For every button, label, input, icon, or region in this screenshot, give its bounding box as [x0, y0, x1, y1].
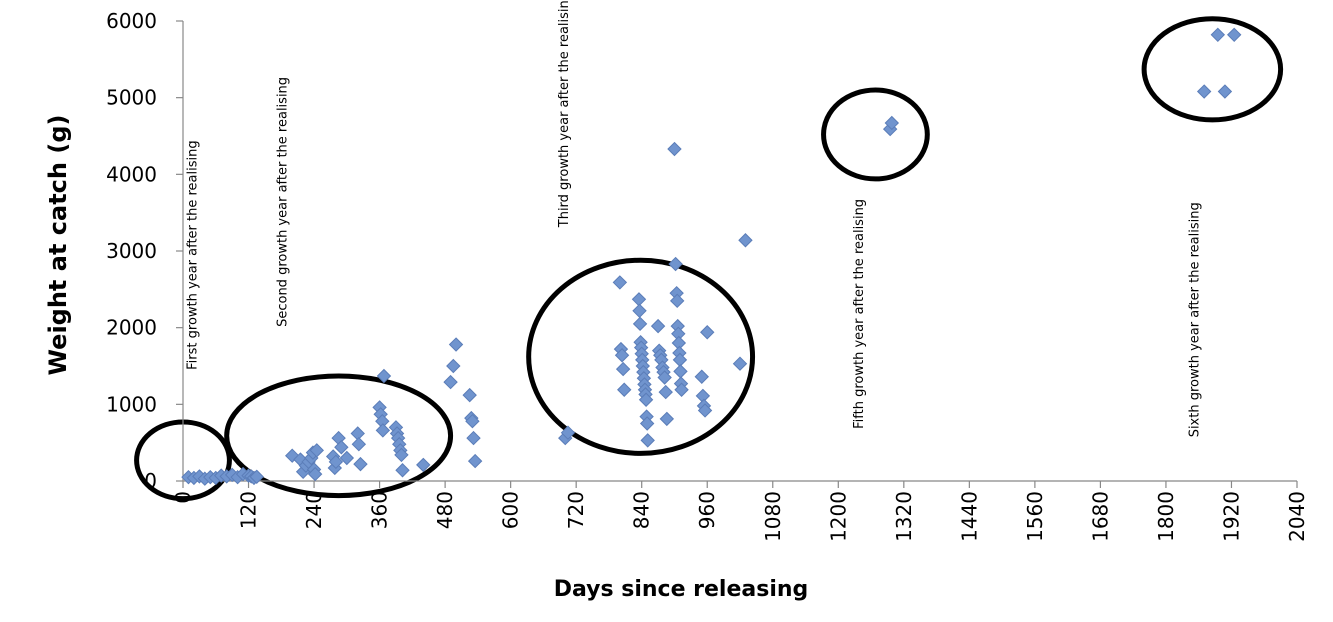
- x-tick-label: 1440: [957, 491, 981, 542]
- data-point: [697, 403, 713, 418]
- x-tick-label: 600: [499, 491, 523, 529]
- highlight-ellipse: [821, 87, 930, 182]
- highlight-ellipse: [224, 373, 454, 499]
- y-tick-label: 5000: [106, 86, 157, 110]
- data-point: [738, 233, 753, 248]
- x-tick-label: 960: [695, 491, 719, 529]
- data-point: [467, 453, 483, 469]
- annotations: First growth year after the realising Sec…: [186, 0, 1203, 437]
- data-point: [395, 463, 410, 478]
- data-points: [181, 27, 1242, 486]
- data-point: [1210, 27, 1226, 43]
- data-point: [560, 425, 576, 440]
- data-point: [614, 348, 630, 363]
- y-tick-label: 4000: [106, 162, 157, 186]
- data-point: [351, 436, 367, 452]
- data-point: [375, 423, 391, 438]
- x-ticks: 0 120 240 360 480 600 720 840 960 1080 1200 1320 144…: [171, 481, 1309, 542]
- y-tick-label: 1000: [106, 392, 157, 416]
- annotation-label: Second growth year after the realising: [276, 77, 291, 327]
- data-point: [309, 443, 324, 458]
- x-tick-label: 2040: [1285, 491, 1309, 542]
- data-point: [638, 392, 654, 407]
- ellipse-layer: [134, 16, 1284, 502]
- x-tick-label: 480: [433, 491, 457, 529]
- data-point: [650, 318, 666, 334]
- data-point: [659, 411, 675, 427]
- y-tick-label: 6000: [106, 9, 157, 33]
- x-tick-label: 120: [237, 491, 261, 529]
- data-point: [632, 316, 648, 332]
- annotation-label: Fifth growth year after the realising: [852, 199, 867, 429]
- data-point: [448, 337, 464, 352]
- data-point: [694, 369, 709, 384]
- data-point: [376, 368, 392, 384]
- data-point: [1226, 27, 1242, 43]
- data-point: [443, 374, 458, 390]
- data-point: [732, 356, 748, 371]
- annotation-label: Sixth growth year after the realising: [1188, 202, 1203, 437]
- data-point: [328, 454, 344, 470]
- y-tick-label: 2000: [106, 316, 157, 340]
- y-tick-label: 3000: [106, 239, 157, 263]
- data-point: [416, 457, 431, 473]
- data-point: [667, 141, 682, 157]
- data-point: [657, 370, 672, 385]
- data-point: [446, 358, 461, 374]
- data-point: [639, 416, 655, 431]
- y-ticks: 0 1000 2000 3000 4000 5000 6000: [106, 9, 183, 493]
- data-point: [1217, 84, 1233, 99]
- data-point: [394, 447, 409, 463]
- x-axis-title: Days since releasing: [554, 577, 809, 602]
- x-tick-label: 1680: [1088, 491, 1112, 542]
- data-point: [339, 450, 355, 466]
- data-point: [465, 413, 480, 429]
- data-point: [631, 292, 647, 307]
- data-point: [1196, 84, 1212, 99]
- data-point: [668, 256, 683, 272]
- annotation-label: First growth year after the realising: [186, 140, 201, 369]
- y-axis-title: Weight at catch (g): [44, 115, 72, 376]
- highlight-ellipse: [1141, 16, 1284, 123]
- data-point: [632, 303, 647, 319]
- x-tick-label: 1800: [1154, 491, 1178, 542]
- highlight-ellipse: [526, 257, 756, 456]
- axes: [182, 21, 1297, 482]
- data-point: [673, 364, 688, 379]
- data-point: [350, 426, 365, 441]
- x-tick-label: 1080: [761, 491, 785, 542]
- x-tick-label: 240: [302, 491, 326, 529]
- x-tick-label: 720: [564, 491, 588, 529]
- data-point: [462, 387, 477, 403]
- data-point: [658, 384, 673, 400]
- x-tick-label: 1320: [892, 491, 916, 542]
- data-point: [884, 115, 900, 131]
- data-point: [334, 440, 349, 455]
- x-tick-label: 1920: [1219, 491, 1243, 542]
- x-tick-label: 840: [630, 491, 654, 529]
- x-tick-label: 360: [368, 491, 392, 529]
- y-tick-label: 0: [144, 469, 157, 493]
- data-point: [353, 456, 368, 472]
- data-point: [612, 275, 628, 290]
- data-point: [640, 433, 655, 448]
- data-point: [669, 293, 685, 309]
- x-tick-label: 0: [171, 491, 195, 504]
- data-point: [700, 325, 715, 340]
- data-point: [307, 466, 323, 482]
- data-point: [674, 382, 689, 397]
- data-point: [617, 382, 632, 397]
- data-point: [615, 361, 631, 377]
- data-point: [466, 430, 481, 446]
- data-point: [249, 469, 264, 484]
- x-tick-label: 1560: [1023, 491, 1047, 542]
- x-tick-label: 1200: [826, 491, 850, 542]
- annotation-label: Third growth year after the realising: [557, 0, 572, 228]
